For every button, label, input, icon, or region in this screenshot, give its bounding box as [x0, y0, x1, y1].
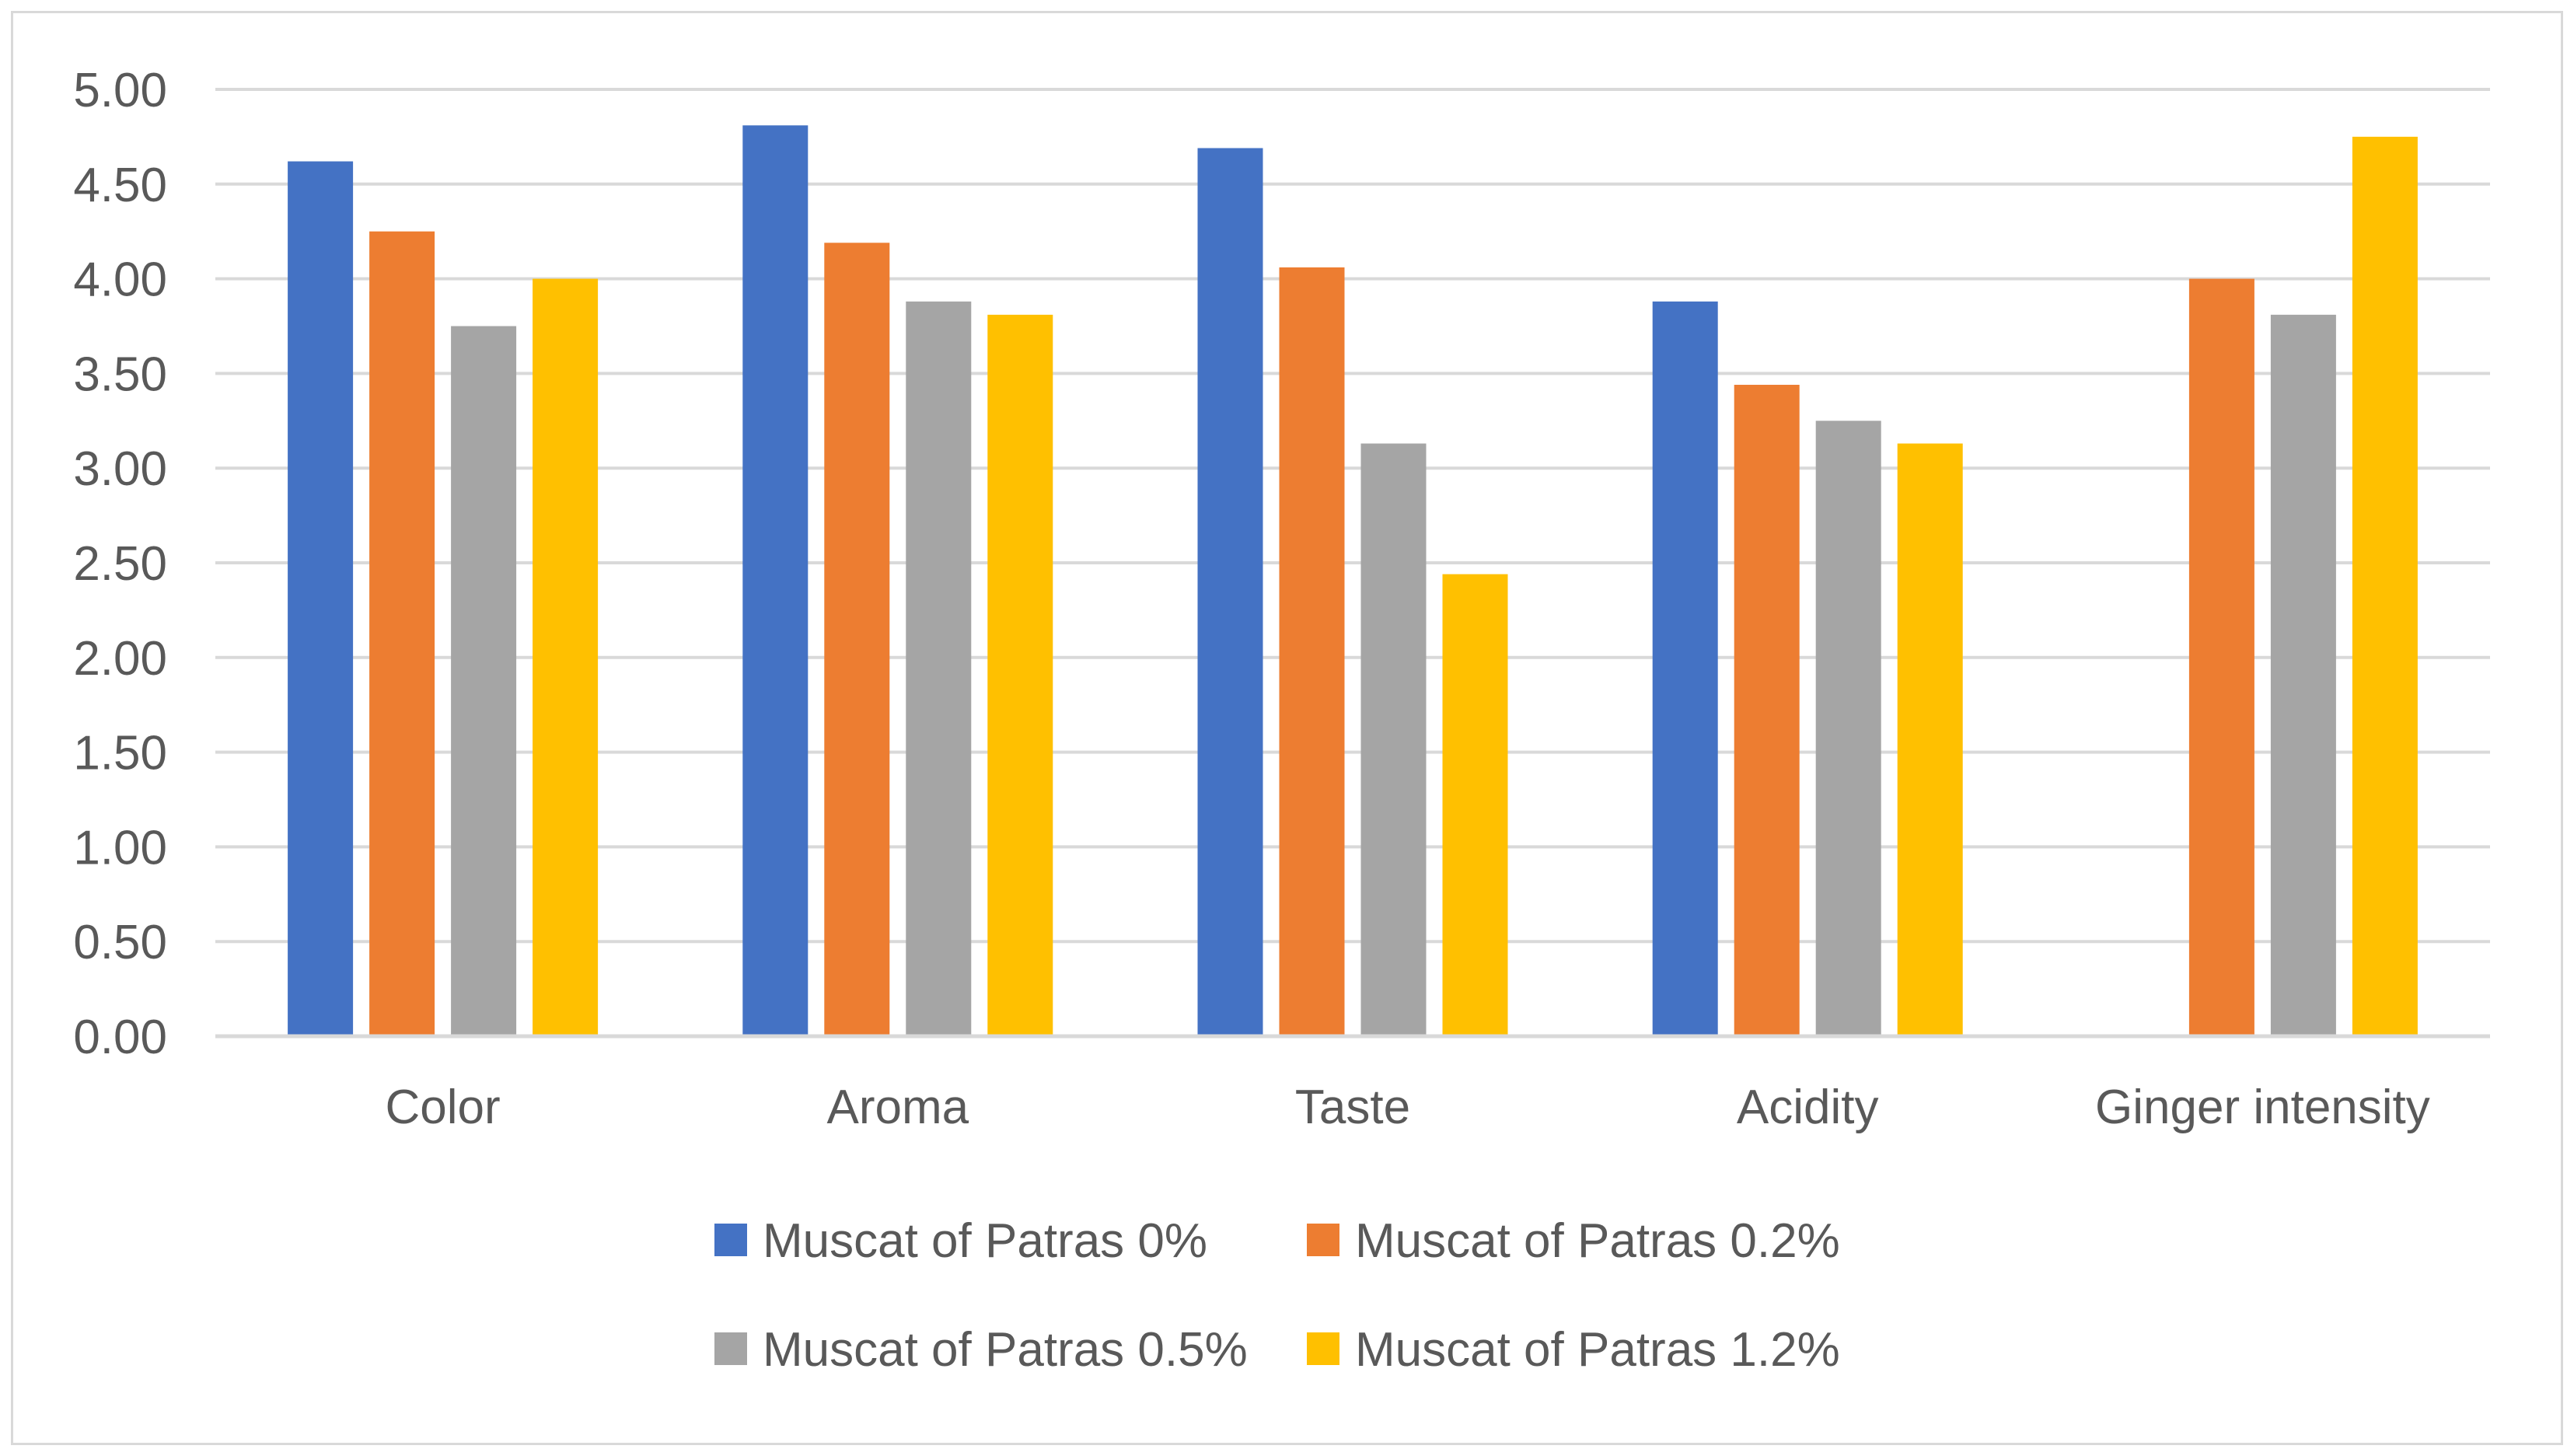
y-tick-label: 5.00	[73, 64, 167, 117]
y-tick-label: 1.50	[73, 727, 167, 780]
y-tick-label: 4.50	[73, 159, 167, 212]
bar	[742, 125, 809, 1037]
bars	[288, 125, 2418, 1037]
x-category-label: Aroma	[826, 1081, 969, 1134]
y-tick-label: 1.00	[73, 821, 167, 875]
bar	[1734, 385, 1800, 1036]
x-axis-categories: Color Aroma Taste Acidity Ginger intensity	[386, 1081, 2430, 1134]
legend-swatch	[714, 1224, 747, 1256]
chart-frame: 0.00 0.50 1.00 1.50 2.00 2.50 3.00 3.50 4.00 4.50…	[11, 11, 2563, 1445]
bar	[533, 278, 599, 1037]
bar	[1197, 148, 1263, 1037]
bar	[369, 231, 435, 1037]
legend-label: Muscat of Patras 0.5%	[763, 1323, 1248, 1377]
x-category-label: Color	[386, 1081, 501, 1134]
bar	[1815, 421, 1881, 1036]
bar	[1442, 574, 1508, 1036]
bar	[1360, 443, 1427, 1036]
bar	[987, 314, 1053, 1036]
bar	[2270, 314, 2336, 1036]
bar	[906, 301, 972, 1036]
x-category-label: Acidity	[1737, 1081, 1879, 1134]
bar	[1652, 301, 1718, 1036]
bar	[824, 243, 890, 1036]
y-axis-ticks: 0.00 0.50 1.00 1.50 2.00 2.50 3.00 3.50 4.00 4.50…	[73, 64, 167, 1064]
x-category-label: Ginger intensity	[2095, 1081, 2430, 1134]
bar	[288, 161, 354, 1036]
legend-swatch	[714, 1332, 747, 1365]
bar	[2188, 278, 2254, 1037]
y-tick-label: 0.00	[73, 1011, 167, 1064]
legend-label: Muscat of Patras 1.2%	[1355, 1323, 1840, 1377]
bar	[1279, 267, 1345, 1036]
legend: Muscat of Patras 0% Muscat of Patras 0.2%…	[714, 1214, 1840, 1377]
y-tick-label: 2.50	[73, 537, 167, 591]
y-tick-label: 0.50	[73, 916, 167, 969]
y-tick-label: 2.00	[73, 632, 167, 686]
y-tick-label: 4.00	[73, 253, 167, 307]
bar	[451, 326, 517, 1036]
legend-label: Muscat of Patras 0.2%	[1355, 1214, 1840, 1268]
y-tick-label: 3.00	[73, 442, 167, 496]
legend-swatch	[1307, 1224, 1339, 1256]
bar	[2352, 136, 2418, 1036]
legend-label: Muscat of Patras 0%	[763, 1214, 1207, 1268]
bar-chart: 0.00 0.50 1.00 1.50 2.00 2.50 3.00 3.50 4.00 4.50…	[73, 64, 2490, 1377]
y-tick-label: 3.50	[73, 347, 167, 401]
bar	[1897, 443, 1963, 1036]
legend-swatch	[1307, 1332, 1339, 1365]
x-category-label: Taste	[1295, 1081, 1410, 1134]
